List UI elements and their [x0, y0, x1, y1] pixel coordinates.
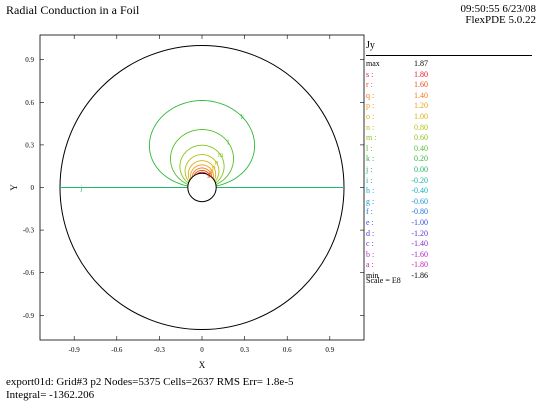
contour-m [179, 144, 225, 188]
legend-divider [366, 55, 532, 56]
contour-label-p: p [210, 166, 214, 174]
legend-key: c : [366, 239, 374, 249]
legend-value: 1.60 [414, 80, 428, 90]
timestamp: 09:50:55 6/23/08 [460, 3, 536, 15]
legend-value: -1.40 [411, 239, 428, 249]
contour-label-l: l [227, 138, 229, 146]
contour-plot: -0.9 -0.6 -0.3 0 0.3 0.6 0.9 0.9 0.6 0.3 0 -0.3 -0.6… [9, 34, 365, 370]
legend-key: d : [366, 228, 375, 238]
contour-label-s: s [207, 172, 210, 180]
x-axis-label: X [199, 360, 206, 370]
legend-value: -1.60 [411, 249, 428, 259]
legend-value: -1.00 [411, 218, 428, 227]
y-tick-label: -0.3 [23, 227, 35, 235]
legend-key: s : [366, 69, 374, 79]
contour-label-n: n [215, 158, 219, 166]
software-version: FlexPDE 5.0.22 [465, 14, 536, 26]
legend-key: k : [366, 154, 375, 164]
legend-value: 1.20 [414, 101, 428, 111]
contour-label-q: q [209, 169, 213, 177]
legend-key: min [366, 271, 379, 280]
contour-label-m: m [218, 151, 224, 159]
legend-key: b : [366, 249, 375, 259]
x-tick-label: 0.3 [240, 346, 249, 354]
legend-value: 0.00 [414, 165, 428, 174]
legend-key: q : [366, 90, 375, 100]
legend-key: g : [366, 196, 375, 206]
integral-value: Integral= -1362.206 [6, 389, 95, 401]
contour-l [170, 129, 234, 188]
legend-value: 1.00 [414, 112, 428, 121]
x-tick-label: -0.9 [69, 346, 81, 354]
x-tick-label: 0 [200, 346, 204, 354]
legend-key: n : [366, 122, 375, 132]
contour-k [148, 100, 256, 188]
legend-key: a : [366, 260, 374, 270]
chart-title: Radial Conduction in a Foil [6, 3, 140, 17]
legend-key: max [366, 59, 380, 68]
legend-key: e : [366, 218, 374, 227]
legend-value: 0.20 [414, 154, 428, 164]
inner-boundary [187, 172, 217, 203]
contour-label-j: j [79, 185, 82, 193]
y-tick-label: -0.6 [23, 269, 35, 277]
legend-key: f : [366, 207, 373, 217]
legend-value: 0.80 [414, 122, 428, 132]
y-axis-label: Y [9, 184, 19, 191]
legend-value: 0.40 [414, 143, 428, 153]
legend-title: Jy [366, 40, 375, 51]
grid-stats: export01d: Grid#3 p2 Nodes=5375 Cells=26… [6, 376, 294, 388]
legend-value: 1.87 [414, 59, 428, 68]
legend-key: j : [366, 165, 373, 174]
legend-value: -1.80 [411, 260, 428, 270]
legend-value: -1.86 [411, 271, 428, 280]
legend-value: -0.20 [411, 175, 428, 185]
contour-n [184, 154, 220, 188]
legend-key: p : [366, 101, 375, 111]
y-tick-label: 0.6 [25, 99, 34, 107]
scale-label: Scale = E8 [366, 276, 401, 285]
legend-value: 1.40 [414, 90, 428, 100]
x-tick-label: -0.6 [111, 346, 123, 354]
legend-key: m : [366, 133, 377, 143]
x-tick-label: 0.9 [325, 346, 334, 354]
contour-label-o: o [212, 163, 216, 171]
legend-key: o : [366, 112, 375, 121]
legend-key: r : [366, 80, 373, 90]
legend-value: 0.60 [414, 133, 428, 143]
y-tick-label: 0.9 [25, 56, 34, 64]
legend-key: h : [366, 186, 375, 196]
legend-key: l : [366, 143, 373, 153]
y-tick-label: -0.9 [23, 312, 35, 320]
legend-value: -0.60 [411, 196, 428, 206]
x-tick-label: -0.3 [154, 346, 166, 354]
legend-value: -0.40 [411, 186, 428, 196]
legend-value: -1.20 [411, 228, 428, 238]
contour-label-r: r [208, 171, 211, 179]
x-tick-label: 0.6 [283, 346, 292, 354]
contour-label-k: k [241, 113, 245, 121]
y-tick-label: 0 [31, 184, 35, 192]
legend-key: i : [366, 175, 373, 185]
legend-value: -0.80 [411, 207, 428, 217]
legend-value: 1.80 [414, 69, 428, 79]
y-tick-label: 0.3 [25, 141, 34, 149]
